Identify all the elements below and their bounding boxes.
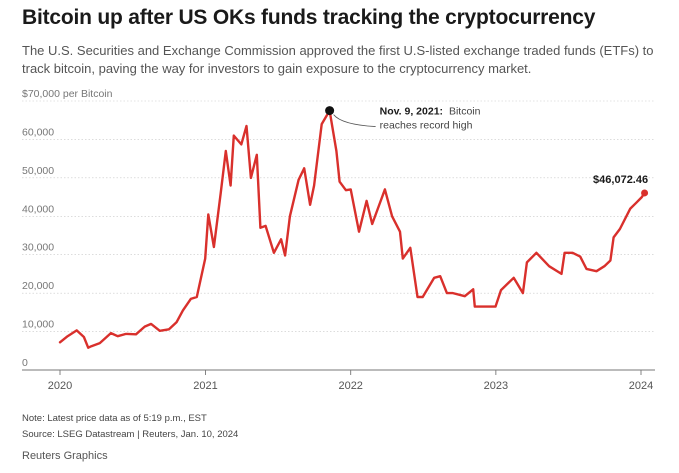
chart-note: Note: Latest price data as of 5:19 p.m.,…	[22, 413, 207, 424]
y-tick-label: $70,000 per Bitcoin	[22, 88, 113, 100]
y-tick-label: 30,000	[22, 242, 54, 254]
record-high-leader-line	[333, 114, 376, 128]
x-tick-label: 2022	[338, 380, 362, 392]
series-line	[58, 109, 646, 349]
latest-price-marker	[641, 189, 649, 197]
record-high-text: Bitcoin	[449, 106, 481, 118]
chart-credit: Reuters Graphics	[22, 450, 108, 462]
y-axis-tick-labels: 0 10,000 20,000 30,000 40,000 50,000 60,000 $70…	[22, 88, 113, 369]
y-tick-label: 10,000	[22, 319, 54, 331]
grid-lines	[22, 100, 655, 371]
chart-subtitle: The U.S. Securities and Exchange Commiss…	[22, 43, 654, 76]
record-high-date: Nov. 9, 2021:	[380, 106, 443, 118]
x-tick-label: 2023	[484, 380, 508, 392]
chart-source: Source: LSEG Datastream | Reuters, Jan. …	[22, 429, 239, 440]
latest-price-label: $46,072.46	[593, 174, 648, 186]
record-high-annotation-line2: reaches record high	[380, 120, 473, 132]
y-tick-label: 40,000	[22, 203, 54, 215]
x-axis-tick-labels: 2020 2021 2022 2023 2024	[48, 370, 653, 392]
annotations: Nov. 9, 2021: Bitcoin reaches record hig…	[325, 106, 648, 197]
y-tick-label: 20,000	[22, 280, 54, 292]
y-tick-label: 50,000	[22, 165, 54, 177]
x-tick-label: 2021	[193, 380, 217, 392]
y-tick-label: 0	[22, 357, 28, 369]
x-tick-label: 2020	[48, 380, 72, 392]
record-high-annotation: Nov. 9, 2021: Bitcoin	[380, 106, 481, 118]
y-tick-label: 60,000	[22, 126, 54, 138]
x-tick-label: 2024	[629, 380, 653, 392]
series-layer	[58, 109, 646, 349]
chart-title: Bitcoin up after US OKs funds tracking t…	[22, 6, 596, 29]
record-high-marker	[325, 106, 335, 116]
